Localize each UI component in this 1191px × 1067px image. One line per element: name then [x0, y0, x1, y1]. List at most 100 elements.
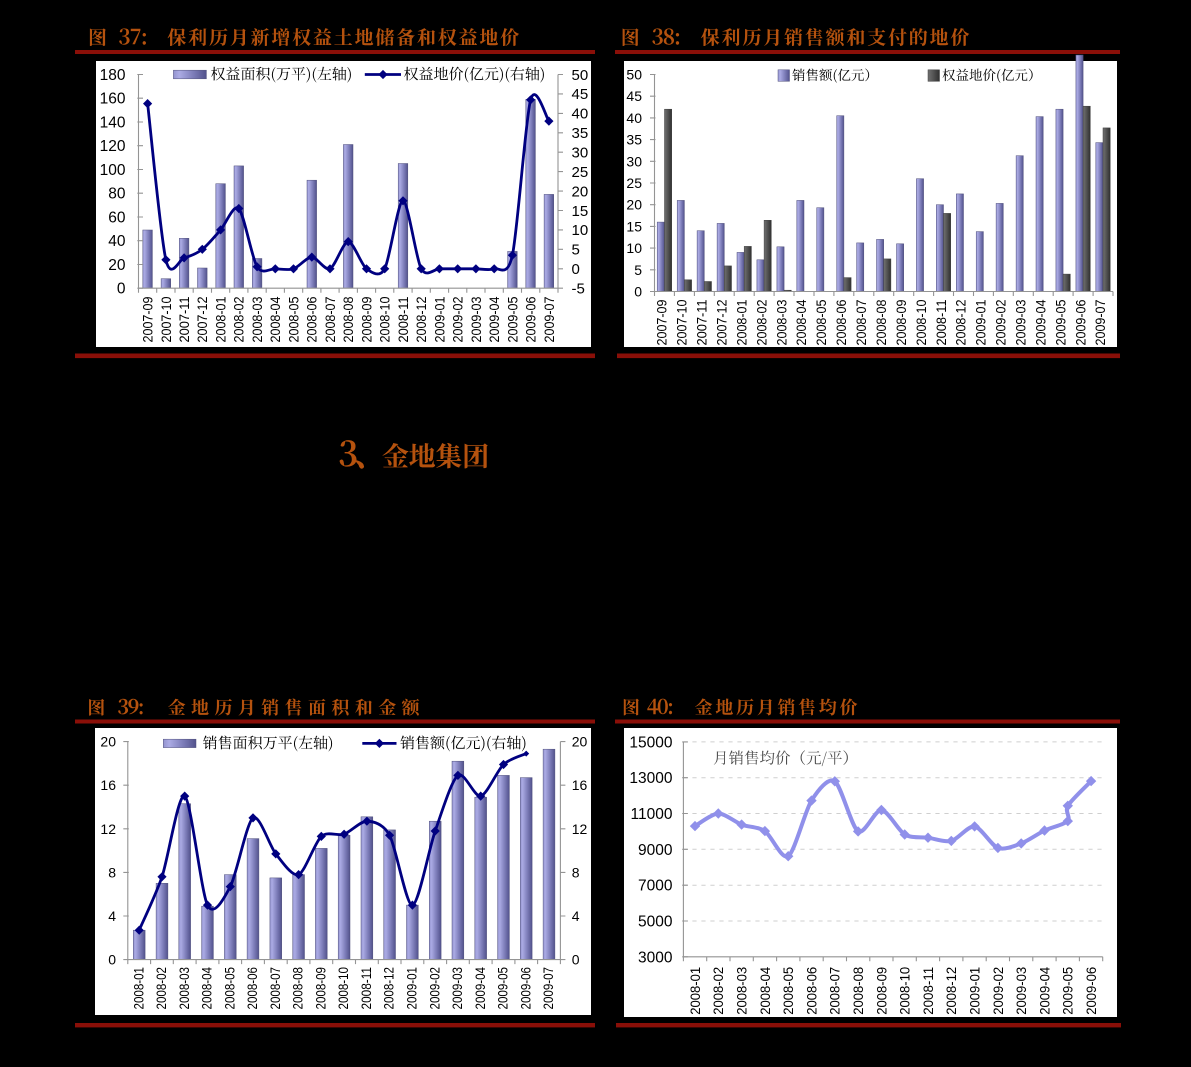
- svg-text:35: 35: [572, 125, 589, 142]
- svg-text:0: 0: [634, 284, 642, 300]
- svg-text:140: 140: [100, 115, 126, 132]
- svg-text:2008-01: 2008-01: [733, 299, 749, 345]
- svg-text:80: 80: [108, 186, 126, 203]
- svg-text:2009-04: 2009-04: [472, 967, 488, 1010]
- svg-text:15000: 15000: [629, 734, 672, 751]
- svg-text:13000: 13000: [629, 770, 672, 787]
- svg-text:50: 50: [572, 67, 589, 84]
- svg-text:25: 25: [572, 164, 589, 181]
- svg-text:2009-02: 2009-02: [426, 967, 442, 1010]
- svg-text:2008-02: 2008-02: [710, 967, 726, 1015]
- svg-text:2008-11: 2008-11: [358, 967, 374, 1010]
- svg-text:2007-11: 2007-11: [694, 299, 710, 345]
- svg-text:40: 40: [572, 106, 589, 123]
- svg-text:2008-07: 2008-07: [827, 967, 843, 1015]
- svg-text:2009-06: 2009-06: [517, 967, 533, 1010]
- svg-text:20: 20: [626, 197, 642, 213]
- svg-text:30: 30: [626, 153, 642, 169]
- svg-text:8: 8: [572, 864, 580, 880]
- svg-text:2009-03: 2009-03: [449, 967, 465, 1010]
- svg-text:0: 0: [572, 952, 580, 968]
- svg-text:2008-02: 2008-02: [231, 296, 247, 342]
- svg-text:20: 20: [108, 257, 126, 274]
- svg-text:50: 50: [626, 67, 642, 83]
- svg-text:3000: 3000: [638, 949, 673, 966]
- svg-text:2009-06: 2009-06: [523, 296, 539, 342]
- svg-text:2008-05: 2008-05: [780, 967, 796, 1015]
- svg-text:2007-09: 2007-09: [654, 299, 670, 345]
- svg-text:120: 120: [100, 138, 126, 155]
- svg-text:9000: 9000: [638, 842, 673, 859]
- svg-text:2009-04: 2009-04: [486, 296, 502, 342]
- svg-text:2009-07: 2009-07: [1092, 299, 1108, 345]
- svg-text:2007-09: 2007-09: [140, 296, 156, 342]
- svg-text:4: 4: [108, 908, 116, 924]
- svg-text:-5: -5: [572, 281, 585, 298]
- svg-text:15: 15: [626, 218, 642, 234]
- svg-text:2008-09: 2008-09: [358, 296, 374, 342]
- svg-text:45: 45: [626, 88, 642, 104]
- svg-text:15: 15: [572, 203, 589, 220]
- svg-text:40: 40: [108, 233, 126, 250]
- svg-text:2009-06: 2009-06: [1083, 967, 1099, 1015]
- svg-text:2009-02: 2009-02: [993, 299, 1009, 345]
- svg-text:5: 5: [634, 262, 642, 278]
- svg-text:2009-07: 2009-07: [541, 296, 557, 342]
- svg-text:2008-07: 2008-07: [322, 296, 338, 342]
- svg-text:2008-12: 2008-12: [413, 296, 429, 342]
- svg-text:2008-10: 2008-10: [913, 299, 929, 345]
- svg-text:2009-04: 2009-04: [1036, 967, 1052, 1015]
- svg-text:2009-01: 2009-01: [967, 967, 983, 1015]
- svg-text:2008-06: 2008-06: [803, 967, 819, 1015]
- svg-text:2008-03: 2008-03: [176, 967, 192, 1010]
- svg-text:2008-10: 2008-10: [377, 296, 393, 342]
- svg-text:2009-05: 2009-05: [504, 296, 520, 342]
- svg-text:2008-04: 2008-04: [267, 296, 283, 342]
- svg-text:2008-12: 2008-12: [943, 967, 959, 1015]
- svg-text:20: 20: [100, 734, 116, 750]
- svg-text:2009-03: 2009-03: [1013, 299, 1029, 345]
- svg-text:12: 12: [572, 821, 588, 837]
- svg-text:2008-02: 2008-02: [153, 967, 169, 1010]
- svg-text:2008-04: 2008-04: [757, 967, 773, 1015]
- svg-text:160: 160: [100, 91, 126, 108]
- svg-text:2008-05: 2008-05: [221, 967, 237, 1010]
- svg-text:2008-09: 2008-09: [893, 299, 909, 345]
- svg-text:60: 60: [108, 210, 126, 227]
- svg-text:2009-01: 2009-01: [431, 296, 447, 342]
- svg-text:2008-04: 2008-04: [793, 299, 809, 345]
- svg-text:0: 0: [108, 952, 116, 968]
- svg-text:2008-03: 2008-03: [734, 967, 750, 1015]
- svg-text:5000: 5000: [638, 914, 673, 931]
- svg-text:2007-12: 2007-12: [714, 299, 730, 345]
- svg-text:2008-10: 2008-10: [335, 967, 351, 1010]
- svg-text:2008-06: 2008-06: [304, 296, 320, 342]
- svg-text:2008-06: 2008-06: [833, 299, 849, 345]
- svg-text:2008-02: 2008-02: [753, 299, 769, 345]
- svg-text:2008-01: 2008-01: [130, 967, 146, 1010]
- svg-text:2009-04: 2009-04: [1032, 299, 1048, 345]
- svg-text:2009-03: 2009-03: [468, 296, 484, 342]
- svg-text:20: 20: [572, 734, 588, 750]
- svg-text:45: 45: [572, 86, 589, 103]
- svg-text:2008-09: 2008-09: [312, 967, 328, 1010]
- svg-text:2009-05: 2009-05: [1060, 967, 1076, 1015]
- svg-text:10: 10: [572, 222, 589, 239]
- svg-text:35: 35: [626, 132, 642, 148]
- svg-text:2008-05: 2008-05: [285, 296, 301, 342]
- svg-text:2008-07: 2008-07: [853, 299, 869, 345]
- svg-text:2009-05: 2009-05: [1052, 299, 1068, 345]
- svg-text:16: 16: [100, 777, 116, 793]
- svg-text:5: 5: [572, 242, 580, 259]
- svg-text:2008-03: 2008-03: [249, 296, 265, 342]
- svg-text:2008-11: 2008-11: [395, 296, 411, 342]
- svg-text:2008-12: 2008-12: [381, 967, 397, 1010]
- svg-text:40: 40: [626, 110, 642, 126]
- svg-text:12: 12: [100, 821, 116, 837]
- svg-text:2008-04: 2008-04: [199, 967, 215, 1010]
- svg-text:2008-08: 2008-08: [850, 967, 866, 1015]
- svg-text:8: 8: [108, 864, 116, 880]
- svg-text:2008-11: 2008-11: [933, 299, 949, 345]
- svg-text:2009-02: 2009-02: [450, 296, 466, 342]
- svg-text:100: 100: [100, 162, 126, 179]
